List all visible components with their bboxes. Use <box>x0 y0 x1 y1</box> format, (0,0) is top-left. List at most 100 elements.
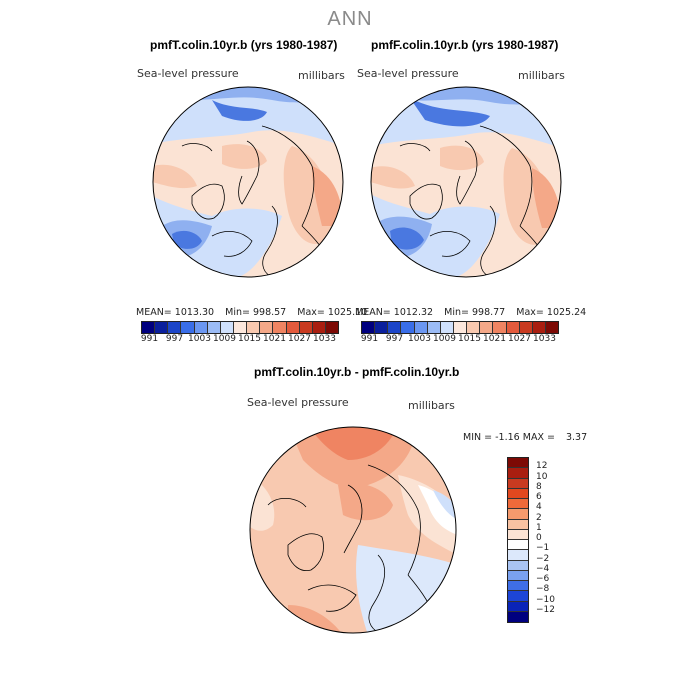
panel2-colorbar-swatch <box>375 322 389 333</box>
panel2-colorbar-swatch <box>545 322 559 333</box>
diff-min-label: MIN = <box>463 432 493 443</box>
diff-colorbar-swatch <box>508 468 528 479</box>
diff-colorbar-swatch <box>508 458 528 469</box>
panel1-units: millibars <box>298 69 345 82</box>
panel2-field-deep-blue-top <box>410 98 490 127</box>
panel2-colorbar-swatch <box>440 322 454 333</box>
diff-colorbar-swatch <box>508 591 528 602</box>
panel2-field-deep-blue-bottom <box>390 227 424 250</box>
panel2-colorbar-tick-label: 991 <box>360 334 379 344</box>
diff-colorbar-swatches <box>507 457 529 623</box>
panel1-colorbar-swatch <box>286 322 300 333</box>
panel2-colorbar-swatch <box>401 322 415 333</box>
panel1-field-deep-blue-bottom <box>172 230 202 249</box>
panel2-colorbar-swatch <box>362 322 376 333</box>
panel1-min-label: Min= <box>225 307 250 318</box>
panel1-field-peach-left <box>153 164 197 189</box>
diff-max-value: 3.37 <box>565 432 588 443</box>
panel1-colorbar-swatch <box>168 322 182 333</box>
panel2-colorbar-swatch <box>388 322 402 333</box>
diff-colorbar-tick-label: 1 <box>536 522 542 533</box>
diff-colorbar-swatch <box>508 611 528 622</box>
panel2-mean-value: 1012.32 <box>393 307 434 318</box>
panel2-colorbar-tick-label: 1009 <box>433 334 456 344</box>
diff-panel-units: millibars <box>408 399 455 412</box>
panel1-colorbar-swatch <box>247 322 261 333</box>
diff-colorbar-swatch <box>508 478 528 489</box>
panel1-colorbar-labels: 991 997 1003 1009 1015 1021 1027 1033 <box>137 334 337 344</box>
panel1-colorbar-swatch <box>273 322 287 333</box>
diff-panel-variable: Sea-level pressure <box>247 396 349 409</box>
diff-colorbar <box>507 457 529 623</box>
panel2-mean-label: MEAN= <box>355 307 391 318</box>
diff-max-label: MAX = <box>522 432 555 443</box>
panel1-colorbar-swatch <box>142 322 156 333</box>
panel2-colorbar-swatch <box>519 322 533 333</box>
diff-colorbar-swatch <box>508 560 528 571</box>
panel1-colorbar-swatch <box>299 322 313 333</box>
panel2-polar-map <box>370 86 562 278</box>
diff-colorbar-swatch <box>508 540 528 551</box>
diff-colorbar-swatch <box>508 509 528 520</box>
panel2-title: pmfF.colin.10yr.b (yrs 1980-1987) <box>371 38 559 52</box>
diff-colorbar-tick-label: −1 <box>536 543 550 554</box>
panel1-colorbar-swatches <box>141 321 339 334</box>
panel1-colorbar-swatch <box>207 322 221 333</box>
diff-field-white-right <box>418 485 456 535</box>
panel1-colorbar-swatch <box>194 322 208 333</box>
panel1-field-deep-blue-top <box>212 100 267 121</box>
panel1-colorbar-tick-label: 991 <box>140 334 159 344</box>
diff-colorbar-swatch <box>508 529 528 540</box>
panel2-max-value: 1025.24 <box>546 307 587 318</box>
panel1-max-value: 1025.10 <box>327 307 368 318</box>
panel2-colorbar-tick-label: 1033 <box>533 334 556 344</box>
panel2-colorbar-swatch <box>506 322 520 333</box>
panel2-min-label: Min= <box>444 307 469 318</box>
panel1-colorbar-swatch <box>312 322 326 333</box>
panel2-colorbar-tick-label: 1003 <box>408 334 431 344</box>
diff-colorbar-swatch <box>508 519 528 530</box>
panel2-colorbar-tick-label: 1027 <box>508 334 531 344</box>
panel1-colorbar-tick-label: 1003 <box>188 334 211 344</box>
panel1-colorbar-swatch <box>220 322 234 333</box>
diff-colorbar-swatch <box>508 550 528 561</box>
panel2-min-value: 998.77 <box>471 307 506 318</box>
figure-title: ANN <box>327 8 373 30</box>
panel1-variable: Sea-level pressure <box>137 67 239 80</box>
panel2-colorbar-swatch <box>493 322 507 333</box>
panel2-units: millibars <box>518 69 565 82</box>
diff-colorbar-tick-label: −12 <box>536 604 555 615</box>
panel1-mean-value: 1013.30 <box>174 307 215 318</box>
diff-colorbar-tick-label: −2 <box>536 553 550 564</box>
panel1-colorbar-swatch <box>233 322 248 333</box>
panel2-map-border <box>370 86 562 278</box>
panel1-title: pmfT.colin.10yr.b (yrs 1980-1987) <box>150 38 338 52</box>
panel2-colorbar-tick-label: 1021 <box>483 334 506 344</box>
diff-colorbar-tick-label: 12 <box>536 461 548 472</box>
diff-colorbar-tick-label: 4 <box>536 502 542 513</box>
panel2-colorbar-swatch <box>480 322 494 333</box>
panel1-mean-label: MEAN= <box>136 307 172 318</box>
diff-colorbar-tick-label: 6 <box>536 492 542 502</box>
diff-field-salmon-center <box>338 483 393 521</box>
diff-colorbar-swatch <box>508 499 528 510</box>
panel1-min-value: 998.57 <box>252 307 287 318</box>
panel1-colorbar-tick-label: 1015 <box>238 334 261 344</box>
panel1-colorbar-tick-label: 1033 <box>313 334 336 344</box>
diff-colorbar-swatch <box>508 488 528 499</box>
diff-colorbar-tick-label: −8 <box>536 584 550 595</box>
panel1-colorbar: 991 997 1003 1009 1015 1021 1027 1033 <box>141 321 339 344</box>
panel2-colorbar-tick-label: 997 <box>385 334 404 344</box>
diff-colorbar-tick-label: 10 <box>536 471 548 482</box>
diff-field-lightpeach-right <box>398 475 456 555</box>
panel2-colorbar-swatch <box>414 322 428 333</box>
panel1-max-label: Max= <box>297 307 325 318</box>
panel1-colorbar-tick-label: 1021 <box>263 334 286 344</box>
diff-field-lightblue-right <box>433 490 456 520</box>
diff-panel-title: pmfT.colin.10yr.b - pmfF.colin.10yr.b <box>254 365 460 379</box>
panel1-colorbar-tick-label: 997 <box>165 334 184 344</box>
panel2-colorbar: 991 997 1003 1009 1015 1021 1027 1033 <box>361 321 559 344</box>
panel2-colorbar-swatch <box>467 322 481 333</box>
diff-field-coral-top <box>308 427 398 460</box>
panel2-field-peach-left <box>371 166 415 189</box>
